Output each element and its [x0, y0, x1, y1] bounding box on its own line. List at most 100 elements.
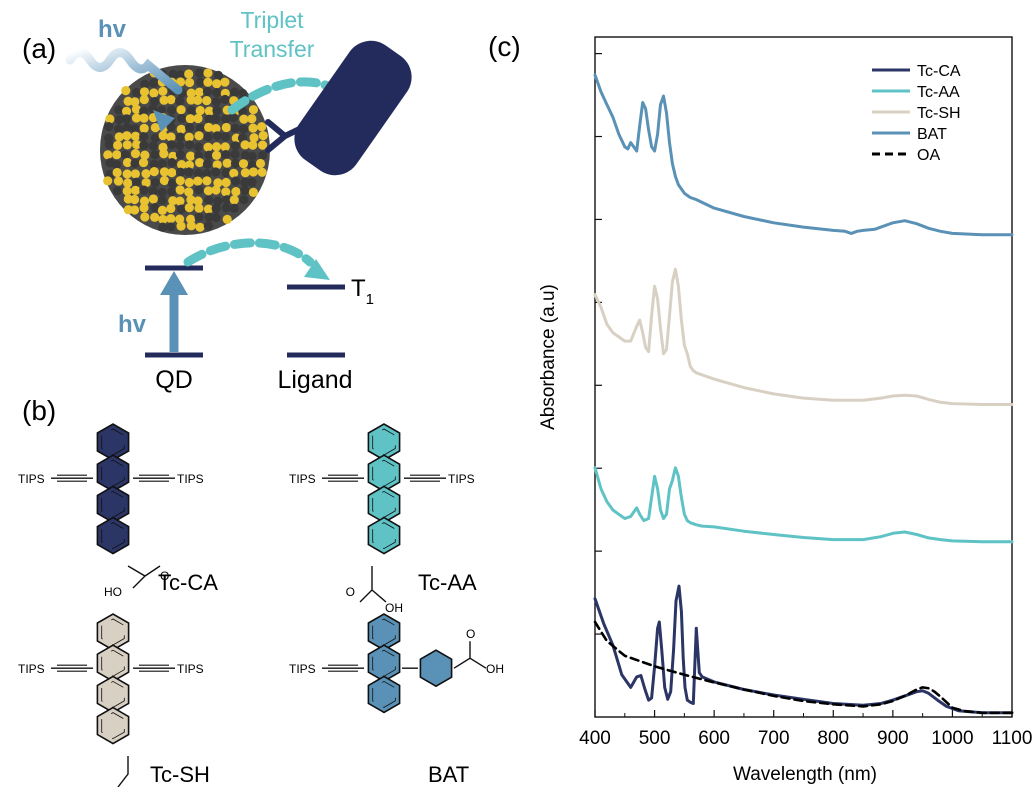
- qd-atom: [112, 167, 122, 178]
- qd-atom: [176, 124, 186, 134]
- qd-atom: [195, 123, 205, 133]
- qd-atom: [248, 123, 258, 133]
- x-tick-label: 400: [579, 728, 611, 749]
- qd-atom: [203, 68, 213, 78]
- x-tick-label: 800: [817, 728, 849, 749]
- qd-atom: [212, 160, 222, 170]
- qd-atom: [239, 195, 249, 205]
- qd-atom: [248, 105, 259, 115]
- series-line-tc-ca: [593, 584, 1014, 715]
- qd-atom: [193, 95, 203, 105]
- qd-atom: [186, 95, 196, 105]
- qd-atom: [222, 214, 232, 224]
- qd-atom: [150, 123, 160, 133]
- x-tick-label: 500: [639, 728, 671, 749]
- qd-atom: [121, 86, 131, 96]
- qd-atom: [248, 187, 259, 198]
- qd-atom: [123, 178, 133, 188]
- qd-atom: [166, 132, 176, 142]
- qd-atom: [212, 79, 222, 89]
- qd-atom: [220, 94, 230, 105]
- triplet-label-1: Triplet: [240, 7, 304, 33]
- qd-atom: [166, 140, 177, 150]
- x-tick-label: 700: [758, 728, 790, 749]
- qd-atom: [248, 167, 258, 177]
- qd-atom: [140, 150, 150, 160]
- legend-label: Tc-CA: [917, 63, 961, 80]
- qd-atom: [203, 142, 213, 152]
- qd-atom: [204, 195, 214, 205]
- qd-atom: [139, 106, 149, 116]
- qd-atom: [158, 131, 168, 141]
- qd-atom: [213, 70, 223, 81]
- qd-atom: [148, 186, 158, 196]
- triplet-arrowhead-bottom: [304, 259, 330, 280]
- quantum-dot-particle: [100, 65, 270, 235]
- qd-atom: [247, 114, 257, 124]
- qd-atom: [139, 131, 149, 142]
- chart-legend: Tc-CA Tc-AA Tc-SH BAT OA: [872, 63, 961, 164]
- qd-atom: [139, 140, 149, 151]
- qd-atom: [138, 157, 149, 168]
- qd-atom: [114, 105, 124, 115]
- qd-atom: [211, 150, 222, 160]
- qd-atom: [168, 196, 178, 206]
- qd-atom: [239, 114, 249, 124]
- qd-atom: [176, 105, 186, 115]
- tc-aa-name: Tc-AA: [418, 570, 477, 595]
- qd-atom: [193, 176, 203, 186]
- qd-atom: [175, 77, 186, 87]
- qd-atom: [221, 203, 231, 213]
- qd-atom: [212, 87, 222, 98]
- qd-atom: [238, 88, 248, 99]
- qd-atom: [212, 106, 222, 116]
- aromatic-bond: [372, 522, 396, 550]
- qd-atom: [131, 87, 142, 98]
- qd-atom: [166, 222, 176, 232]
- qd-atom: [150, 96, 160, 107]
- qd-atom: [184, 177, 194, 188]
- qd-atom: [104, 121, 114, 132]
- qd-atom: [220, 132, 231, 142]
- qd-atom: [103, 150, 113, 160]
- qd-atom: [203, 77, 213, 87]
- legend-label: Tc-SH: [917, 105, 961, 122]
- qd-atom: [186, 105, 196, 116]
- qd-atom: [220, 77, 230, 87]
- series-line-bat: [593, 73, 1014, 237]
- qd-atom: [175, 132, 185, 142]
- qd-atom: [184, 69, 194, 79]
- qd-atom: [231, 176, 241, 186]
- qd-atom: [158, 86, 168, 96]
- qd-atom: [185, 151, 196, 161]
- qd-atom: [222, 158, 232, 168]
- x-tick-label: 600: [698, 728, 730, 749]
- qd-atom: [175, 185, 185, 195]
- molecule-tc-aa: TIPS TIPS O OH Tc-AA: [289, 423, 477, 615]
- qd-atom: [230, 141, 240, 151]
- absorbance-chart-svg: (c) 400 500 600 700 800 900 1000 1100 Tc-CA Tc-A…: [488, 31, 1032, 785]
- qd-atom: [111, 160, 122, 170]
- qd-atom: [166, 214, 176, 224]
- qd-atom: [140, 79, 150, 89]
- qd-atom: [248, 140, 258, 150]
- qd-atom: [159, 95, 169, 105]
- excitation-arrowhead: [160, 271, 188, 295]
- qd-atom: [212, 131, 222, 141]
- qd-atom: [184, 122, 195, 133]
- qd-atom: [240, 140, 250, 150]
- qd-atom: [186, 88, 196, 98]
- y-axis-label: Absorbance (a.u): [538, 284, 559, 430]
- qd-atom: [130, 185, 141, 195]
- qd-atom: [130, 158, 140, 168]
- qd-atom: [131, 104, 142, 114]
- qd-atom: [258, 150, 268, 161]
- ligand-anchor-group: [265, 117, 321, 153]
- qd-atom: [221, 177, 231, 188]
- series-line-tc-sh: [593, 267, 1014, 406]
- tc-ca-name: Tc-CA: [158, 570, 218, 595]
- qd-atom: [203, 186, 214, 196]
- qd-atom: [193, 196, 203, 206]
- qd-atom: [231, 186, 241, 197]
- qd-atom: [202, 95, 212, 106]
